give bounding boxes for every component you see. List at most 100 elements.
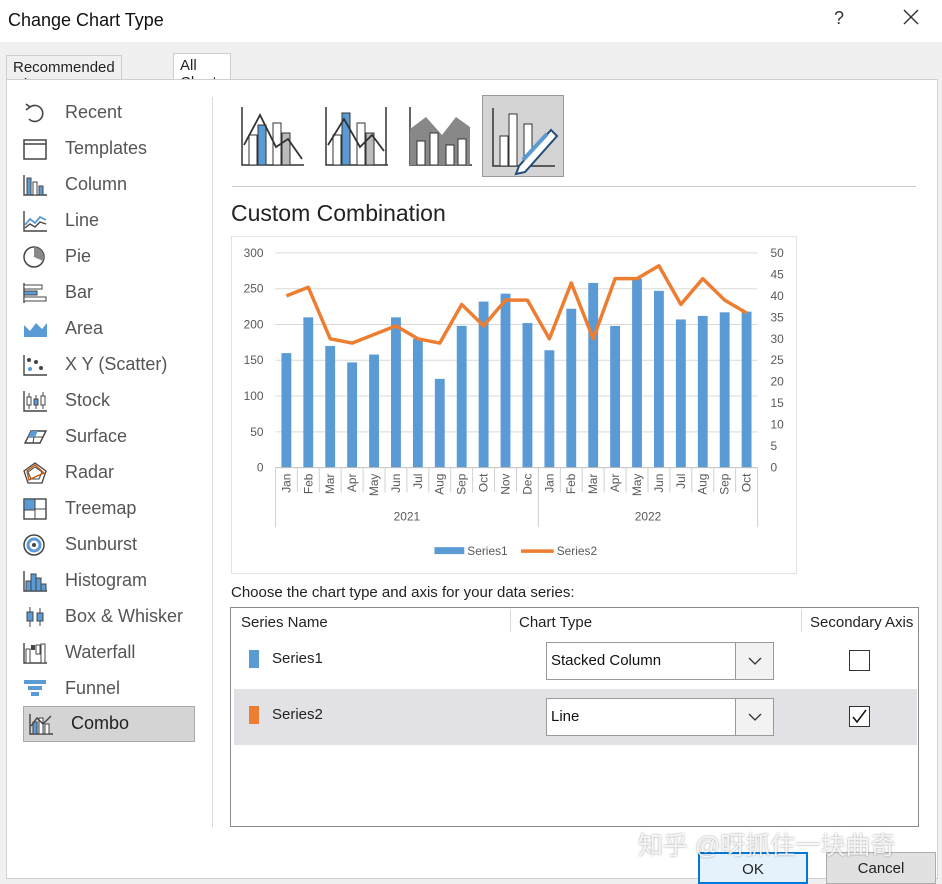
bar (632, 279, 642, 468)
dropdown-button[interactable] (735, 643, 773, 679)
bar (610, 326, 620, 468)
bar-chart-icon (22, 281, 48, 305)
subtype-stacked-area-column-icon[interactable] (400, 95, 482, 177)
secondary-axis-checkbox[interactable] (849, 650, 870, 671)
sidebar-item-label: Area (65, 318, 103, 339)
bar (720, 312, 730, 467)
checkmark-icon (850, 707, 869, 726)
dialog-title: Change Chart Type (8, 10, 164, 31)
x-tick-label: Aug (433, 474, 447, 495)
bar (676, 319, 686, 467)
sidebar-item-templates[interactable]: Templates (18, 132, 194, 166)
x-tick-label: Jun (652, 474, 666, 493)
subtype-clustered-column-line-icon[interactable] (232, 95, 314, 177)
sidebar-item-stock[interactable]: Stock (18, 384, 194, 418)
close-icon[interactable] (900, 6, 922, 28)
bar (523, 323, 533, 468)
header-separator (510, 610, 511, 632)
sidebar-item-label: Templates (65, 138, 147, 159)
y2-tick-label: 10 (770, 418, 784, 432)
sidebar-item-area[interactable]: Area (18, 312, 194, 346)
sidebar-item-label: Stock (65, 390, 110, 411)
sidebar-item-label: Surface (65, 426, 127, 447)
title-bar: Change Chart Type ? (0, 0, 942, 42)
chevron-down-icon (736, 643, 774, 679)
sidebar-divider (212, 97, 213, 827)
x-tick-label: Mar (586, 474, 600, 495)
y2-tick-label: 25 (770, 353, 784, 367)
tab-recommended-charts[interactable]: Recommended Charts (6, 55, 122, 81)
sidebar-item-pie[interactable]: Pie (18, 240, 194, 274)
header-secondary-axis: Secondary Axis (810, 614, 913, 631)
custom-combination-title: Custom Combination (231, 200, 446, 227)
y-tick-label: 200 (244, 317, 264, 331)
x-tick-label: Dec (520, 474, 534, 495)
funnel-chart-icon (22, 677, 48, 701)
x-tick-label: Sep (455, 473, 469, 495)
subtype-custom-combination[interactable] (482, 95, 564, 177)
sidebar-item-label: Column (65, 174, 127, 195)
sidebar-item-waterfall[interactable]: Waterfall (18, 636, 194, 670)
dropdown-button[interactable] (735, 699, 773, 735)
histogram-chart-icon (22, 569, 48, 593)
sidebar-item-funnel[interactable]: Funnel (18, 672, 194, 706)
y2-tick-label: 20 (770, 375, 784, 389)
series-grid: Series Name Chart Type Secondary Axis Se… (230, 607, 919, 827)
sidebar-item-line[interactable]: Line (18, 204, 194, 238)
y2-tick-label: 30 (770, 332, 784, 346)
x-tick-label: Apr (608, 474, 622, 493)
sidebar-item-label: Combo (71, 713, 129, 734)
bar (391, 317, 401, 467)
sidebar-item-label: Histogram (65, 570, 147, 591)
secondary-axis-checkbox-checked[interactable] (849, 706, 870, 727)
sidebar-item-treemap[interactable]: Treemap (18, 492, 194, 526)
sidebar-item-combo[interactable]: Combo (23, 706, 195, 742)
help-button[interactable]: ? (834, 8, 844, 29)
sidebar-item-sunburst[interactable]: Sunburst (18, 528, 194, 562)
y-tick-label: 100 (244, 389, 264, 403)
legend-label: Series2 (557, 544, 598, 558)
sidebar-item-box-whisker[interactable]: Box & Whisker (18, 600, 194, 634)
surface-chart-icon (22, 425, 48, 449)
sidebar-item-label: Line (65, 210, 99, 231)
y-tick-label: 300 (244, 246, 264, 260)
line-chart-icon (22, 209, 48, 233)
y-tick-label: 150 (244, 353, 264, 367)
bar (654, 291, 664, 468)
x-tick-label: Jul (411, 474, 425, 489)
chart-type-select[interactable]: Line (546, 698, 774, 736)
choose-instruction: Choose the chart type and axis for your … (231, 584, 575, 601)
x-tick-label: Sep (718, 473, 732, 495)
sidebar-item-column[interactable]: Column (18, 168, 194, 202)
x-tick-label: Jul (674, 474, 688, 489)
chart-type-select[interactable]: Stacked Column (546, 642, 774, 680)
bar (347, 362, 357, 467)
chart-type-value: Line (551, 708, 579, 725)
bar (501, 294, 511, 468)
header-separator (801, 610, 802, 632)
recent-icon (22, 101, 48, 125)
column-chart-icon (22, 173, 48, 197)
series1-color-swatch (249, 650, 259, 668)
bar (303, 317, 313, 467)
sidebar-item-surface[interactable]: Surface (18, 420, 194, 454)
treemap-chart-icon (22, 497, 48, 521)
x-tick-label: Jan (279, 474, 293, 493)
sidebar-item-label: Recent (65, 102, 122, 123)
sidebar-item-radar[interactable]: Radar (18, 456, 194, 490)
sidebar-item-recent[interactable]: Recent (18, 96, 194, 130)
subtype-column-line-secondary-icon[interactable] (316, 95, 398, 177)
legend-swatch-series1 (434, 547, 464, 554)
sidebar-item-scatter[interactable]: X Y (Scatter) (18, 348, 194, 382)
tab-all-charts[interactable]: All Charts (173, 53, 231, 80)
sidebar-item-label: Sunburst (65, 534, 137, 555)
x-tick-label: Nov (499, 474, 513, 495)
header-series-name: Series Name (241, 614, 328, 631)
sidebar-item-bar[interactable]: Bar (18, 276, 194, 310)
sidebar-item-histogram[interactable]: Histogram (18, 564, 194, 598)
x-tick-label: Aug (696, 474, 710, 495)
x-tick-label: Oct (477, 473, 491, 492)
x-tick-label: Feb (564, 473, 578, 494)
custom-combination-icon (483, 96, 565, 178)
radar-chart-icon (22, 461, 48, 485)
